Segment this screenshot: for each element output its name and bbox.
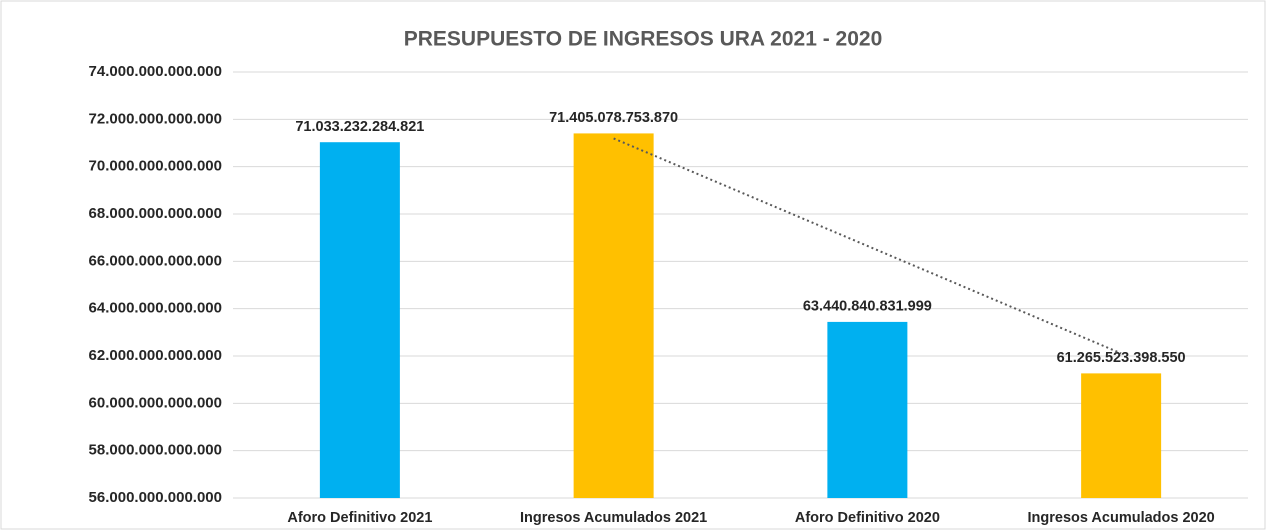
trend-line <box>613 137 1122 355</box>
bar <box>1081 373 1162 498</box>
value-label: 71.033.232.284.821 <box>295 119 424 135</box>
y-tick-label: 58.000.000.000.000 <box>89 442 222 459</box>
x-tick-label: Aforo Definitivo 2021 <box>287 510 432 526</box>
y-tick-label: 68.000.000.000.000 <box>89 205 222 222</box>
y-tick-label: 60.000.000.000.000 <box>89 394 222 411</box>
y-tick-label: 72.000.000.000.000 <box>89 110 222 127</box>
bar <box>573 133 654 498</box>
y-tick-label: 70.000.000.000.000 <box>89 158 222 175</box>
bar <box>319 142 400 498</box>
y-tick-label: 74.000.000.000.000 <box>89 63 222 80</box>
x-tick-label: Aforo Definitivo 2020 <box>795 510 940 526</box>
x-tick-label: Ingresos Acumulados 2021 <box>520 510 707 526</box>
y-tick-label: 66.000.000.000.000 <box>89 252 222 269</box>
value-label: 71.405.078.753.870 <box>549 110 678 126</box>
y-tick-label: 64.000.000.000.000 <box>89 300 222 317</box>
y-tick-label: 62.000.000.000.000 <box>89 347 222 364</box>
x-tick-label: Ingresos Acumulados 2020 <box>1028 510 1215 526</box>
value-label: 61.265.523.398.550 <box>1057 350 1186 366</box>
value-label: 63.440.840.831.999 <box>803 299 932 315</box>
y-tick-label: 56.000.000.000.000 <box>89 489 222 506</box>
bar <box>827 321 908 498</box>
chart-title: PRESUPUESTO DE INGRESOS URA 2021 - 2020 <box>404 28 883 51</box>
